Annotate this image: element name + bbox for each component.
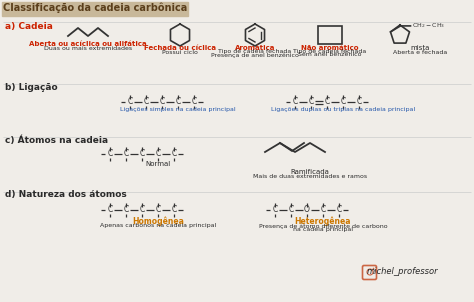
Text: na cadeia principal: na cadeia principal: [293, 227, 353, 233]
Text: Heterogênea: Heterogênea: [295, 216, 351, 226]
Text: Aberta e fechada: Aberta e fechada: [393, 50, 447, 54]
Text: C: C: [172, 205, 177, 214]
Text: C: C: [273, 205, 278, 214]
Text: C: C: [320, 205, 326, 214]
Text: C: C: [139, 149, 145, 159]
Text: C: C: [128, 98, 133, 107]
Text: Ramificada: Ramificada: [291, 169, 329, 175]
Text: C: C: [139, 205, 145, 214]
Text: Normal: Normal: [146, 161, 171, 167]
Text: C: C: [191, 98, 197, 107]
Text: C: C: [337, 205, 342, 214]
Text: O: O: [304, 205, 310, 214]
Text: C: C: [309, 98, 314, 107]
Text: $\mathregular{CH_2-CH_3}$: $\mathregular{CH_2-CH_3}$: [412, 21, 446, 31]
Text: Ligações duplas ou triplas na cadeia principal: Ligações duplas ou triplas na cadeia pri…: [271, 108, 415, 113]
Text: Fechada ou cíclica: Fechada ou cíclica: [144, 45, 216, 51]
Text: michel_professor: michel_professor: [367, 268, 439, 277]
Bar: [318, 26, 342, 44]
Text: d) Natureza dos átomos: d) Natureza dos átomos: [5, 191, 127, 200]
Text: C: C: [123, 149, 128, 159]
Text: C: C: [340, 98, 346, 107]
Text: Ligações simples na cadeia principal: Ligações simples na cadeia principal: [120, 108, 236, 113]
Text: C: C: [108, 149, 113, 159]
Text: a) Cadeia: a) Cadeia: [5, 23, 53, 31]
Text: Tipo de cadeia fechada: Tipo de cadeia fechada: [219, 50, 292, 54]
Text: Sem anel benzênico: Sem anel benzênico: [298, 53, 362, 57]
Text: Presença de átomo diferente de carbono: Presença de átomo diferente de carbono: [259, 223, 387, 229]
Text: Duas ou mais extremidades: Duas ou mais extremidades: [44, 46, 132, 50]
Text: Homogênea: Homogênea: [132, 216, 184, 226]
Text: Presença de anel benzênico: Presença de anel benzênico: [211, 52, 299, 58]
FancyBboxPatch shape: [2, 2, 189, 15]
Text: Possui ciclo: Possui ciclo: [162, 50, 198, 54]
Text: C: C: [123, 205, 128, 214]
Text: mista: mista: [410, 45, 430, 51]
Text: C: C: [175, 98, 181, 107]
Text: C: C: [143, 98, 149, 107]
Text: Tipo de cadeia fechada: Tipo de cadeia fechada: [293, 50, 366, 54]
Text: Apenas carbonos na cadeia principal: Apenas carbonos na cadeia principal: [100, 223, 216, 229]
Text: Classificação da cadeia carbônica: Classificação da cadeia carbônica: [3, 3, 187, 13]
Text: C: C: [292, 98, 298, 107]
Text: c) Átomos na cadeia: c) Átomos na cadeia: [5, 135, 108, 145]
Text: Aromática: Aromática: [235, 45, 275, 51]
Text: C: C: [324, 98, 329, 107]
Text: C: C: [356, 98, 362, 107]
Text: Não aromático: Não aromático: [301, 45, 359, 51]
Text: C: C: [155, 205, 161, 214]
Text: C: C: [288, 205, 293, 214]
Text: C: C: [159, 98, 164, 107]
Text: C: C: [172, 149, 177, 159]
Text: Mais de duas extremidades e ramos: Mais de duas extremidades e ramos: [253, 174, 367, 178]
Text: C: C: [108, 205, 113, 214]
Circle shape: [373, 268, 374, 269]
Text: C: C: [155, 149, 161, 159]
Text: b) Ligação: b) Ligação: [5, 82, 58, 92]
Text: Aberta ou acíclica ou alifática: Aberta ou acíclica ou alifática: [29, 41, 147, 47]
